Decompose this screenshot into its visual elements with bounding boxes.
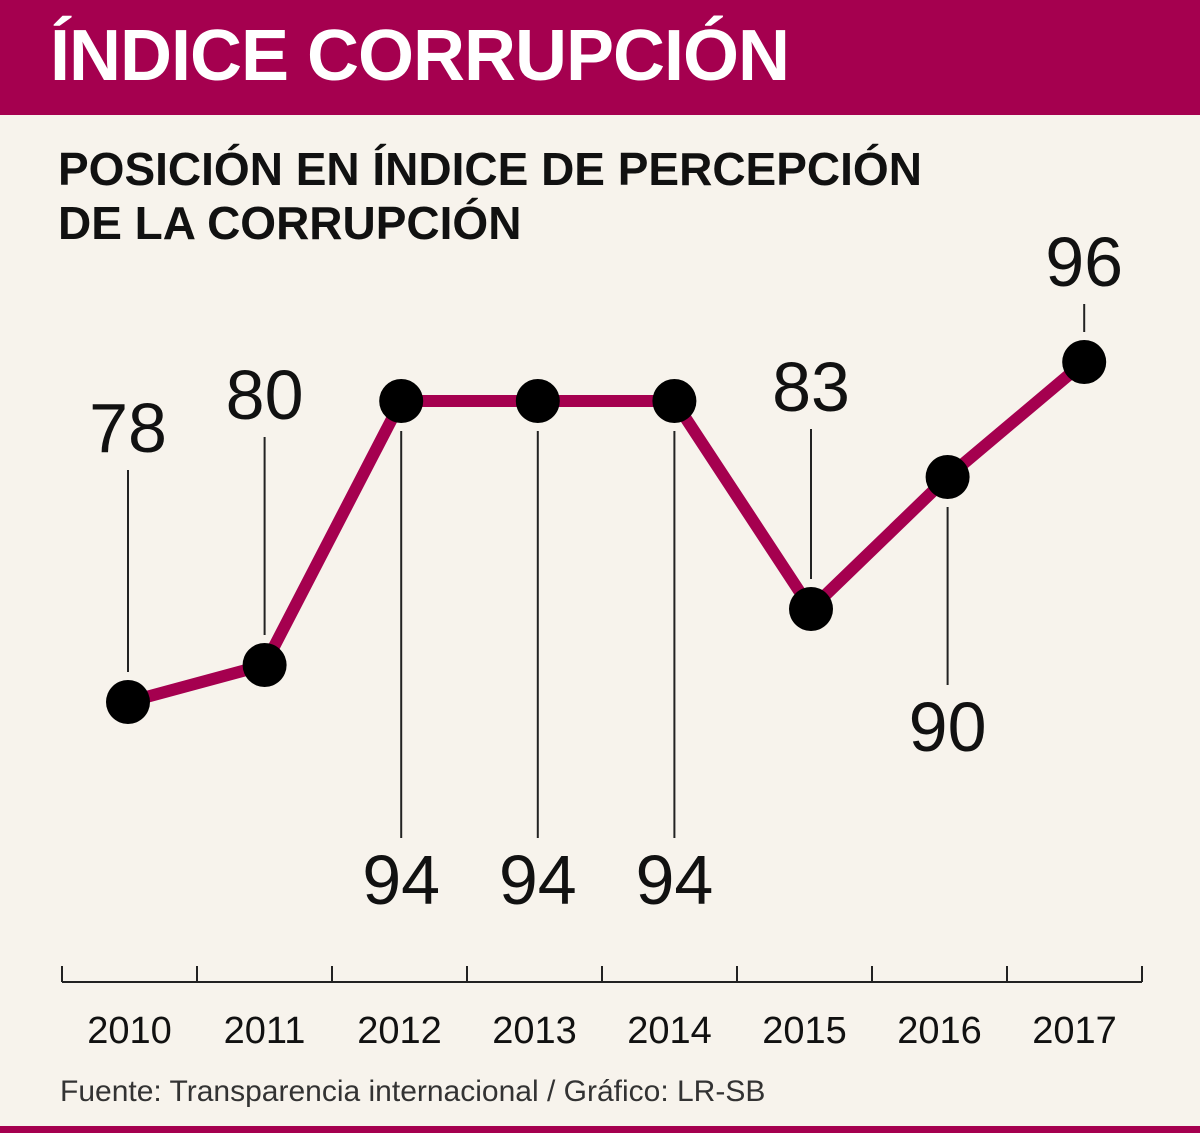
data-label-2014: 94 — [635, 841, 713, 919]
chart-subtitle-line-1: POSICIÓN EN ÍNDICE DE PERCEPCIÓN — [58, 143, 922, 195]
data-label-2010: 78 — [89, 389, 167, 467]
x-tick-label-2017: 2017 — [1032, 1010, 1117, 1052]
data-label-2013: 94 — [499, 841, 577, 919]
data-point-2012 — [379, 379, 424, 423]
data-label-2015: 83 — [772, 348, 850, 426]
x-tick-label-2014: 2014 — [627, 1010, 712, 1052]
chart-subtitle-line-2: DE LA CORRUPCIÓN — [58, 197, 522, 249]
data-point-2013 — [515, 379, 560, 423]
x-tick-label-2015: 2015 — [762, 1010, 847, 1052]
x-tick-label-2010: 2010 — [87, 1010, 172, 1052]
data-point-2014 — [652, 379, 697, 423]
x-tick-label-2013: 2013 — [492, 1010, 577, 1052]
chart-subtitle: POSICIÓN EN ÍNDICE DE PERCEPCIÓN DE LA C… — [58, 142, 1058, 250]
data-label-2017: 96 — [1045, 223, 1123, 301]
data-label-2011: 80 — [226, 356, 304, 434]
data-point-2011 — [242, 643, 287, 687]
data-point-2016 — [925, 455, 970, 499]
source-credit: Fuente: Transparencia internacional / Gr… — [60, 1075, 766, 1108]
x-tick-label-2011: 2011 — [224, 1010, 306, 1052]
data-point-2015 — [789, 587, 833, 631]
bottom-rule — [0, 1126, 1200, 1133]
data-point-2010 — [106, 680, 150, 724]
data-point-2017 — [1062, 340, 1107, 384]
data-label-2012: 94 — [362, 841, 440, 919]
series-line-posicion — [122, 356, 1091, 708]
data-label-2016: 90 — [909, 688, 987, 766]
x-tick-label-2016: 2016 — [897, 1010, 982, 1052]
title-banner: ÍNDICE CORRUPCIÓN — [0, 0, 1200, 115]
x-tick-label-2012: 2012 — [357, 1010, 442, 1052]
page-title: ÍNDICE CORRUPCIÓN — [50, 16, 790, 96]
